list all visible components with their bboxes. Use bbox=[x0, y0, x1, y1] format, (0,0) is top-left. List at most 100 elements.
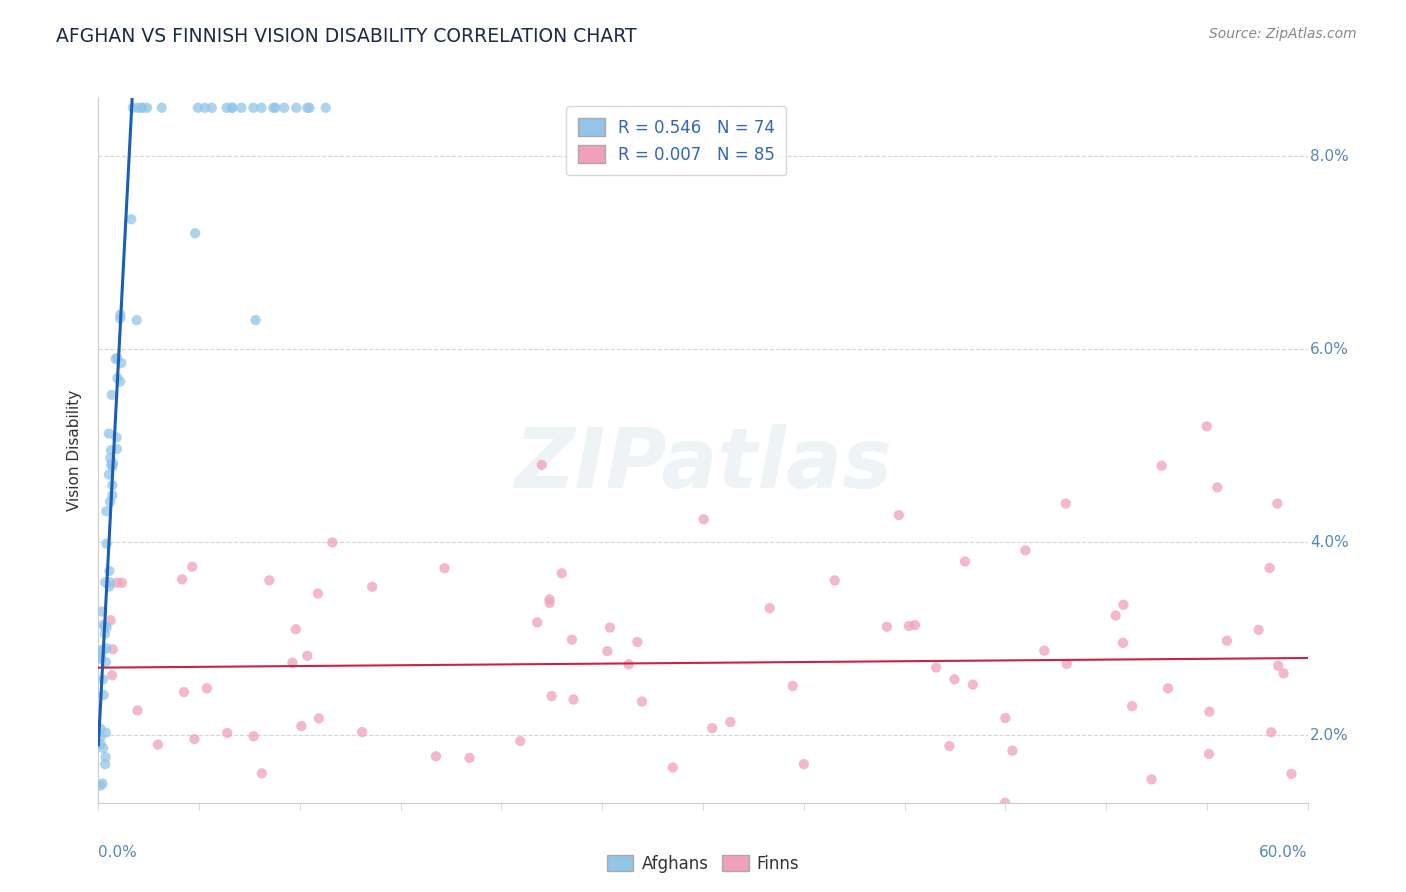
Point bbox=[1206, 480, 1229, 494]
Point bbox=[626, 635, 648, 649]
Point bbox=[352, 725, 374, 739]
Point bbox=[91, 673, 114, 687]
Text: 2.0%: 2.0% bbox=[1310, 728, 1348, 743]
Point bbox=[98, 580, 121, 594]
Point bbox=[104, 351, 127, 366]
Point bbox=[904, 618, 927, 632]
Point bbox=[1198, 747, 1220, 761]
Point bbox=[100, 388, 122, 402]
Point bbox=[96, 537, 118, 551]
Point bbox=[105, 351, 128, 365]
Point bbox=[101, 459, 124, 474]
Point bbox=[1033, 643, 1056, 657]
Point bbox=[897, 619, 920, 633]
Point bbox=[259, 574, 281, 588]
Point bbox=[183, 732, 205, 747]
Point bbox=[530, 458, 553, 472]
Point bbox=[307, 586, 329, 600]
Point bbox=[953, 554, 976, 568]
Point bbox=[315, 101, 337, 115]
Point bbox=[94, 627, 117, 641]
Point bbox=[631, 694, 654, 708]
Point bbox=[617, 657, 640, 672]
Point bbox=[93, 617, 115, 632]
Point bbox=[173, 685, 195, 699]
Point bbox=[1104, 608, 1126, 623]
Point bbox=[94, 725, 117, 739]
Point bbox=[718, 714, 741, 729]
Point bbox=[538, 592, 561, 607]
Point bbox=[187, 101, 209, 115]
Point bbox=[994, 711, 1017, 725]
Point bbox=[242, 729, 264, 743]
Point bbox=[994, 796, 1017, 810]
Text: ZIPatlas: ZIPatlas bbox=[515, 424, 891, 505]
Point bbox=[101, 456, 124, 470]
Point bbox=[94, 575, 117, 590]
Text: 4.0%: 4.0% bbox=[1310, 534, 1348, 549]
Point bbox=[127, 101, 149, 115]
Point bbox=[90, 722, 112, 736]
Point bbox=[540, 689, 562, 703]
Point bbox=[562, 692, 585, 706]
Point bbox=[943, 673, 966, 687]
Point bbox=[1267, 658, 1289, 673]
Point bbox=[91, 605, 114, 619]
Point bbox=[1014, 543, 1036, 558]
Point bbox=[1198, 705, 1220, 719]
Point bbox=[101, 668, 124, 682]
Point bbox=[692, 512, 714, 526]
Point bbox=[107, 371, 129, 385]
Point bbox=[596, 644, 619, 658]
Point bbox=[290, 719, 312, 733]
Point bbox=[93, 688, 115, 702]
Point bbox=[146, 738, 169, 752]
Point bbox=[925, 660, 948, 674]
Point bbox=[824, 574, 846, 588]
Text: 0.0%: 0.0% bbox=[98, 845, 138, 860]
Point bbox=[217, 726, 239, 740]
Point bbox=[101, 488, 124, 502]
Point bbox=[599, 621, 621, 635]
Text: AFGHAN VS FINNISH VISION DISABILITY CORRELATION CHART: AFGHAN VS FINNISH VISION DISABILITY CORR… bbox=[56, 27, 637, 45]
Point bbox=[1121, 699, 1143, 714]
Point bbox=[1260, 725, 1282, 739]
Point bbox=[194, 101, 217, 115]
Point bbox=[361, 580, 384, 594]
Point bbox=[242, 101, 264, 115]
Point bbox=[98, 575, 121, 590]
Point bbox=[131, 101, 153, 115]
Point bbox=[758, 601, 780, 615]
Point bbox=[273, 101, 295, 115]
Point bbox=[100, 458, 122, 472]
Point bbox=[876, 620, 898, 634]
Y-axis label: Vision Disability: Vision Disability bbox=[67, 390, 83, 511]
Point bbox=[90, 737, 112, 751]
Point bbox=[101, 642, 124, 657]
Point bbox=[285, 101, 308, 115]
Point bbox=[221, 101, 243, 115]
Point bbox=[962, 677, 984, 691]
Point bbox=[1258, 561, 1281, 575]
Point bbox=[96, 620, 118, 634]
Point bbox=[1150, 458, 1173, 473]
Point bbox=[308, 711, 330, 725]
Point bbox=[1140, 772, 1163, 787]
Point bbox=[1157, 681, 1180, 696]
Point bbox=[120, 212, 142, 227]
Point bbox=[96, 504, 118, 518]
Point bbox=[90, 652, 112, 666]
Point bbox=[90, 650, 112, 665]
Point bbox=[91, 776, 114, 790]
Point bbox=[1195, 419, 1218, 434]
Point bbox=[98, 564, 121, 578]
Point bbox=[195, 681, 218, 696]
Point bbox=[170, 572, 193, 586]
Point bbox=[96, 641, 118, 656]
Point bbox=[181, 559, 204, 574]
Point bbox=[298, 101, 321, 115]
Point bbox=[108, 311, 131, 326]
Point bbox=[1001, 744, 1024, 758]
Point bbox=[110, 308, 132, 322]
Point bbox=[1281, 767, 1303, 781]
